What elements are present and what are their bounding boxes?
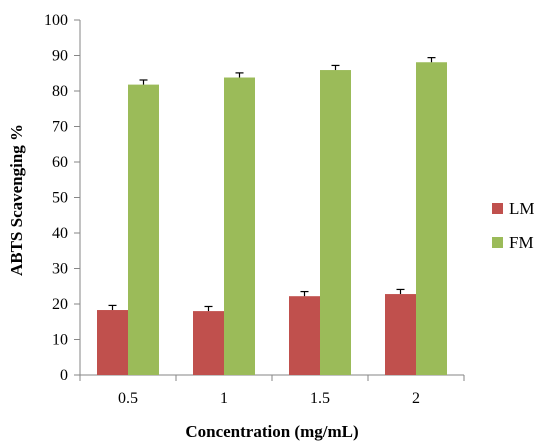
bar-fm	[128, 84, 159, 376]
y-tick-label: 10	[52, 332, 68, 349]
y-tick-label: 20	[52, 296, 68, 313]
y-tick-label: 90	[52, 48, 68, 65]
y-tick-label: 40	[52, 225, 68, 242]
y-tick-label: 30	[52, 261, 68, 278]
bar-fm	[320, 70, 351, 376]
tick-labels: 0 10 20 30 40 50 60 70 80 90 100 0.5 1 1.5 2	[44, 12, 420, 407]
y-tick-label: 80	[52, 83, 68, 100]
bar-fm	[224, 77, 255, 375]
bars	[97, 62, 447, 376]
legend-label-lm: LM	[509, 199, 535, 218]
legend-swatch-lm	[492, 203, 503, 214]
y-tick-label: 70	[52, 119, 68, 136]
x-tick-label: 2	[412, 390, 420, 407]
bar-lm	[289, 296, 320, 375]
bar-lm	[97, 310, 128, 375]
error-bars	[108, 57, 436, 312]
x-tick-label: 1	[220, 390, 228, 407]
x-tick-label: 0.5	[118, 390, 138, 407]
legend-label-fm: FM	[509, 233, 534, 252]
x-tick-label: 1.5	[310, 390, 330, 407]
legend: LM FM	[492, 199, 535, 252]
y-axis-title: ABTS Scavenging %	[7, 124, 26, 276]
y-tick-label: 60	[52, 154, 68, 171]
y-tick-label: 0	[60, 367, 68, 384]
legend-swatch-fm	[492, 237, 503, 248]
bar-lm	[193, 311, 224, 375]
x-axis-title: Concentration (mg/mL)	[185, 422, 358, 441]
bar-fm	[416, 62, 447, 376]
bar-lm	[385, 294, 416, 375]
y-tick-label: 100	[44, 12, 68, 29]
y-tick-label: 50	[52, 190, 68, 207]
